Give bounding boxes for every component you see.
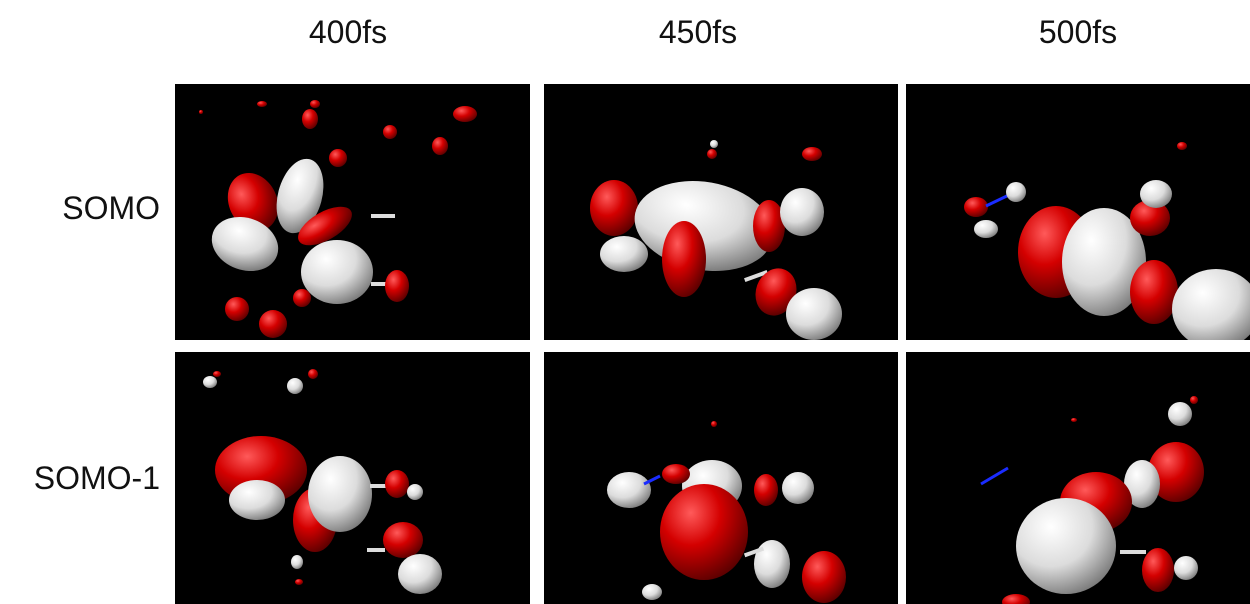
- orbital-panel-somo-1-500fs: [906, 352, 1250, 604]
- orbital-panel-somo-1-450fs: [544, 352, 898, 604]
- orbital-panel-somo-500fs: [906, 84, 1250, 340]
- orbital-panel-somo-1-400fs: [175, 352, 530, 604]
- column-label-400fs: 400fs: [308, 14, 388, 50]
- column-label-500fs: 500fs: [1038, 14, 1118, 50]
- row-label-somo-1: SOMO-1: [33, 460, 160, 496]
- orbital-panel-somo-450fs: [544, 84, 898, 340]
- row-label-somo: SOMO: [62, 190, 160, 226]
- orbital-panel-somo-400fs: [175, 84, 530, 340]
- column-label-450fs: 450fs: [658, 14, 738, 50]
